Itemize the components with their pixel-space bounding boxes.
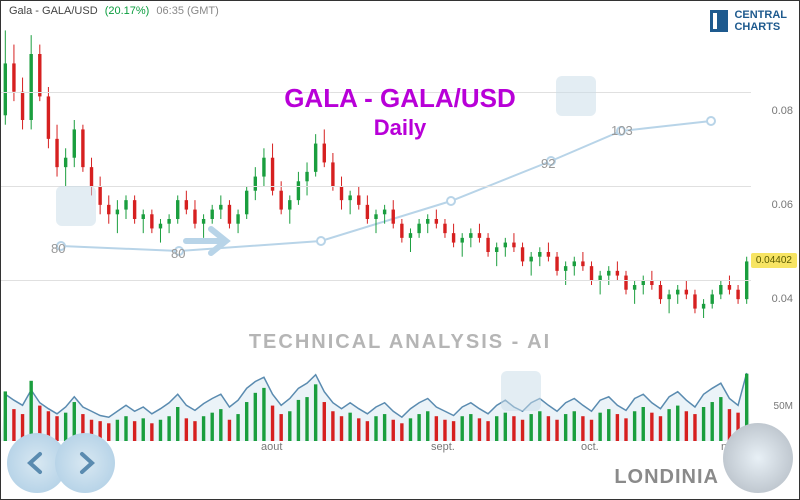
watermark-value-label: 80: [51, 241, 65, 256]
watermark-value-label: 103: [611, 123, 633, 138]
x-tick: oct.: [581, 441, 599, 453]
current-price-tag: 0.04402: [751, 253, 797, 268]
x-tick: sept.: [431, 441, 455, 453]
symbol-label: Gala - GALA/USD: [9, 5, 98, 17]
pct-change: (20.17%): [105, 5, 150, 17]
x-tick: aout: [261, 441, 282, 453]
watermark-icon: [501, 371, 541, 411]
watermark-icon: [556, 76, 596, 116]
y-tick: 0.08: [772, 105, 793, 117]
brand-watermark: LONDINIA: [614, 466, 719, 489]
watermark-value-label: 92: [541, 156, 555, 171]
provider-logo: CENTRALCHARTS: [710, 9, 787, 33]
timestamp: 06:35 (GMT): [156, 5, 218, 17]
technical-analysis-label: TECHNICAL ANALYSIS - AI: [249, 331, 551, 354]
watermark-arrow-icon: [181, 221, 241, 261]
y-tick: 0.04: [772, 293, 793, 305]
chart-subtitle: Daily: [374, 115, 427, 141]
price-y-axis: 0.04 0.06 0.08: [749, 21, 799, 351]
avatar-watermark: [723, 423, 793, 493]
volume-indicator-chart[interactable]: [1, 356, 751, 441]
time-x-axis: juil.aoutsept.oct.nov.: [1, 441, 800, 457]
chart-title: GALA - GALA/USD: [284, 83, 516, 114]
watermark-nav-forward-button[interactable]: [55, 433, 115, 493]
y-tick: 0.06: [772, 199, 793, 211]
logo-text: CENTRALCHARTS: [734, 9, 787, 33]
watermark-icon: [56, 186, 96, 226]
watermark-value-label: 80: [171, 246, 185, 261]
volume-y-tick: 50M: [774, 401, 793, 412]
logo-icon: [710, 10, 728, 32]
chart-header: Gala - GALA/USD (20.17%) 06:35 (GMT): [9, 5, 219, 17]
